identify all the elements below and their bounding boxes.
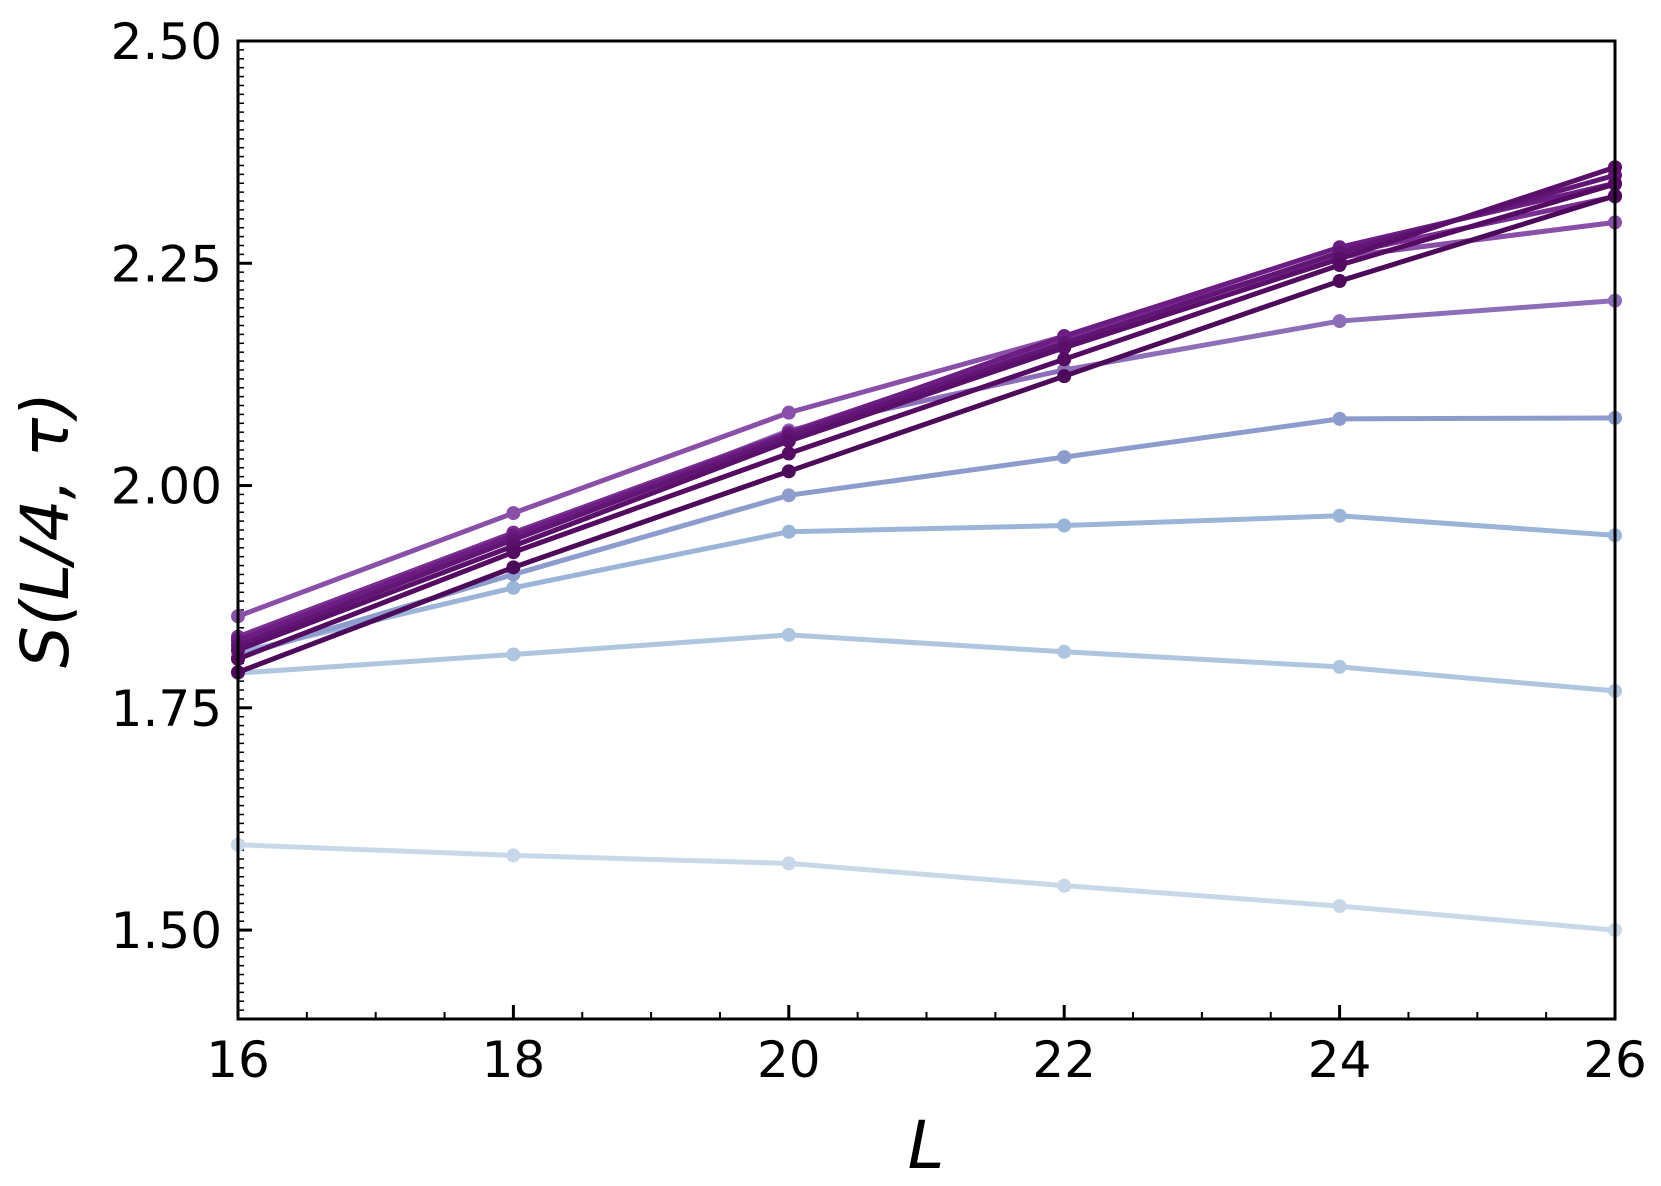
y-axis-label: S(L/4, τ) [7,392,84,668]
series-line [235,180,1618,643]
data-point [781,627,796,642]
data-point [1332,508,1347,523]
data-point [781,464,796,479]
data-point [1332,659,1347,674]
y-tick-labels: 1.50 1.75 2.00 2.25 2.50 [111,13,222,960]
x-axis-label: L [908,1107,945,1184]
y-tick-label: 2.50 [111,13,222,71]
x-tick-label: 22 [1032,1031,1096,1089]
x-tick-label: 18 [482,1031,546,1089]
data-series [231,508,1622,660]
data-point [1057,352,1072,367]
data-point [1057,878,1072,893]
plot-frame [236,39,1617,1021]
data-series [231,627,1622,698]
series-line [235,164,1618,653]
data-point [781,488,796,503]
data-point [506,580,521,595]
y-tick-label: 1.50 [111,902,222,960]
y-tick-label: 2.00 [111,458,222,516]
data-point [781,856,796,871]
x-tick-label: 26 [1583,1031,1647,1089]
x-tick-label: 24 [1308,1031,1372,1089]
data-point [506,647,521,662]
data-point [1057,369,1072,384]
data-point [506,848,521,863]
data-point [1332,258,1347,273]
series-line [235,513,1618,656]
data-point [781,405,796,420]
x-tick-label: 20 [757,1031,821,1089]
data-series [231,188,1622,680]
data-point [1057,518,1072,533]
x-tick-label: 16 [206,1031,270,1089]
data-point [1332,274,1347,289]
series-line [235,842,1618,933]
series-line [235,632,1618,694]
series-line [235,415,1618,659]
series-line [235,181,1618,662]
data-point [1057,644,1072,659]
data-point [1332,411,1347,426]
data-point [1332,899,1347,914]
data-point [1332,314,1347,329]
data-point [781,446,796,461]
data-series [231,410,1622,664]
data-point [506,506,521,521]
data-point [781,434,796,449]
data-point [506,545,521,560]
series-layer [231,160,1622,938]
data-point [506,560,521,575]
series-line [235,193,1618,675]
y-tick-label: 1.75 [111,680,222,738]
series-line [235,172,1618,649]
data-series [231,837,1622,938]
y-tick-label: 2.25 [111,235,222,293]
data-point [1057,340,1072,355]
x-tick-labels: 16 18 20 22 24 26 [206,1031,1647,1089]
data-point [781,524,796,539]
data-point [1057,450,1072,465]
